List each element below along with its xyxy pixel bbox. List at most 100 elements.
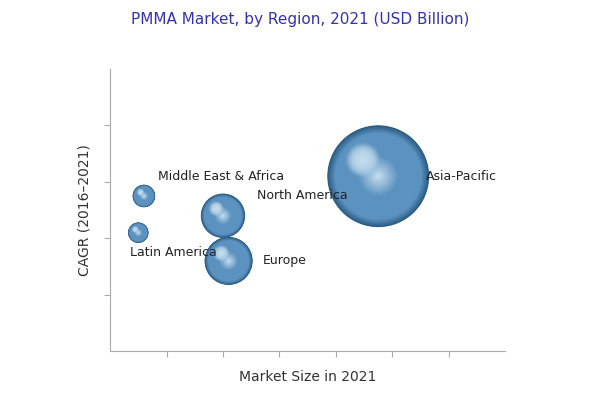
Circle shape bbox=[129, 223, 148, 242]
Circle shape bbox=[217, 249, 240, 273]
Circle shape bbox=[214, 246, 229, 260]
Circle shape bbox=[133, 227, 143, 238]
Circle shape bbox=[131, 225, 146, 240]
Circle shape bbox=[220, 252, 237, 270]
Circle shape bbox=[220, 213, 226, 219]
Circle shape bbox=[216, 249, 241, 273]
Circle shape bbox=[136, 188, 152, 204]
Circle shape bbox=[333, 131, 424, 221]
Circle shape bbox=[225, 257, 232, 265]
Circle shape bbox=[206, 238, 251, 283]
Circle shape bbox=[220, 213, 226, 219]
Circle shape bbox=[215, 208, 230, 223]
Circle shape bbox=[215, 208, 231, 223]
Circle shape bbox=[133, 227, 144, 239]
Circle shape bbox=[209, 202, 237, 230]
Circle shape bbox=[206, 199, 239, 232]
Circle shape bbox=[367, 164, 390, 188]
Circle shape bbox=[205, 237, 253, 285]
Circle shape bbox=[205, 198, 241, 234]
Circle shape bbox=[142, 194, 146, 198]
Circle shape bbox=[218, 211, 228, 221]
Circle shape bbox=[375, 173, 381, 179]
Circle shape bbox=[137, 189, 144, 196]
Circle shape bbox=[135, 187, 152, 205]
Circle shape bbox=[138, 232, 139, 233]
Circle shape bbox=[214, 246, 244, 276]
Circle shape bbox=[220, 213, 226, 218]
Circle shape bbox=[208, 241, 249, 281]
Circle shape bbox=[138, 232, 139, 233]
Circle shape bbox=[223, 255, 234, 267]
Circle shape bbox=[211, 243, 246, 279]
Circle shape bbox=[359, 156, 367, 164]
Circle shape bbox=[136, 188, 152, 204]
Circle shape bbox=[334, 132, 422, 220]
Circle shape bbox=[209, 201, 237, 230]
Circle shape bbox=[360, 157, 366, 163]
Circle shape bbox=[208, 240, 250, 282]
Circle shape bbox=[133, 185, 155, 207]
Circle shape bbox=[139, 191, 142, 194]
Circle shape bbox=[214, 207, 232, 224]
Circle shape bbox=[374, 172, 382, 180]
Circle shape bbox=[139, 191, 149, 201]
Circle shape bbox=[203, 196, 242, 235]
Circle shape bbox=[219, 251, 238, 270]
Circle shape bbox=[336, 134, 421, 219]
Circle shape bbox=[209, 242, 248, 280]
Circle shape bbox=[344, 142, 412, 210]
Circle shape bbox=[356, 154, 370, 166]
Circle shape bbox=[329, 127, 428, 225]
Circle shape bbox=[331, 129, 425, 223]
Circle shape bbox=[347, 146, 409, 207]
Circle shape bbox=[213, 206, 233, 226]
Circle shape bbox=[130, 225, 146, 241]
Circle shape bbox=[366, 164, 391, 188]
Circle shape bbox=[130, 224, 147, 241]
Circle shape bbox=[354, 151, 372, 169]
Circle shape bbox=[217, 248, 226, 258]
Circle shape bbox=[136, 231, 140, 235]
Circle shape bbox=[135, 229, 142, 236]
Circle shape bbox=[350, 147, 376, 173]
Circle shape bbox=[358, 156, 367, 164]
Circle shape bbox=[214, 207, 232, 225]
Circle shape bbox=[143, 195, 145, 198]
Circle shape bbox=[209, 241, 248, 281]
Circle shape bbox=[341, 138, 416, 214]
Circle shape bbox=[140, 192, 148, 200]
Circle shape bbox=[214, 247, 243, 275]
Circle shape bbox=[212, 244, 245, 278]
Circle shape bbox=[352, 149, 374, 171]
Circle shape bbox=[207, 200, 239, 232]
Circle shape bbox=[131, 226, 145, 240]
Circle shape bbox=[208, 240, 249, 282]
Circle shape bbox=[210, 243, 247, 279]
Circle shape bbox=[337, 134, 420, 218]
Circle shape bbox=[206, 238, 251, 284]
Circle shape bbox=[217, 249, 241, 273]
Circle shape bbox=[143, 195, 145, 197]
Circle shape bbox=[376, 174, 381, 179]
Circle shape bbox=[227, 260, 230, 262]
Circle shape bbox=[140, 192, 141, 193]
Circle shape bbox=[218, 251, 239, 271]
Circle shape bbox=[214, 206, 219, 211]
Circle shape bbox=[137, 189, 144, 196]
Circle shape bbox=[132, 226, 139, 233]
Circle shape bbox=[137, 189, 151, 203]
Circle shape bbox=[136, 230, 141, 235]
Circle shape bbox=[140, 192, 148, 200]
Circle shape bbox=[349, 147, 408, 206]
Circle shape bbox=[135, 229, 136, 230]
Circle shape bbox=[209, 241, 248, 280]
Circle shape bbox=[214, 246, 244, 276]
Circle shape bbox=[133, 185, 155, 207]
Circle shape bbox=[214, 206, 219, 211]
Circle shape bbox=[220, 251, 223, 255]
Circle shape bbox=[329, 127, 427, 225]
Text: Europe: Europe bbox=[262, 255, 307, 267]
Circle shape bbox=[133, 227, 144, 238]
Circle shape bbox=[223, 256, 234, 266]
